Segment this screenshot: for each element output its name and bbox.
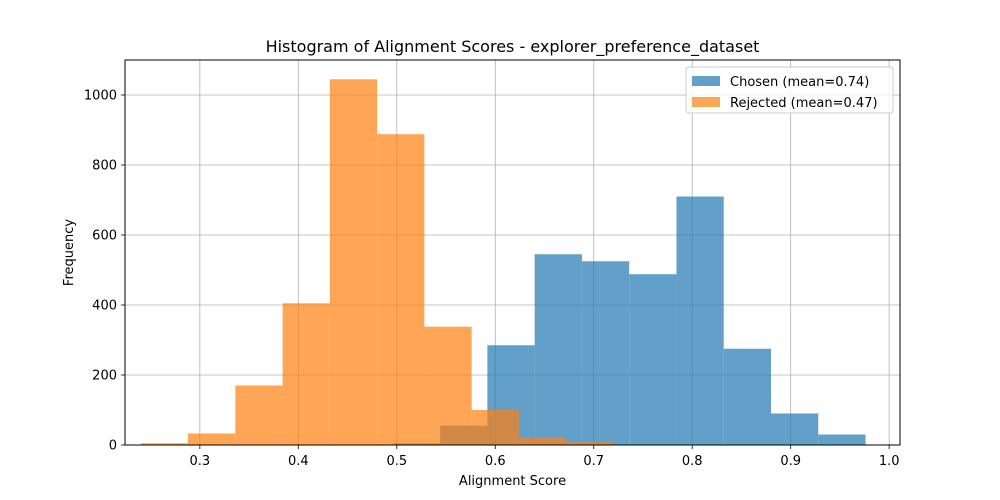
legend-box [685, 66, 894, 114]
y-tick-label: 600 [92, 229, 117, 244]
y-tick-label: 0 [109, 439, 117, 454]
x-tick-label: 0.8 [682, 454, 703, 469]
histogram-bar [282, 303, 330, 445]
x-tick-label: 0.6 [485, 454, 506, 469]
legend: Chosen (mean=0.74) Rejected (mean=0.47) [685, 66, 894, 114]
histogram-bar [329, 79, 378, 445]
legend-swatch [692, 76, 720, 86]
x-axis-label: Alignment Score [459, 474, 566, 489]
histogram-bar [471, 410, 519, 445]
histogram-bar [676, 196, 724, 445]
histogram-bar [518, 437, 567, 445]
histogram-bar [140, 443, 189, 445]
legend-label: Rejected (mean=0.47) [730, 96, 878, 111]
series-chosen [392, 196, 866, 445]
histogram-bar [377, 134, 425, 445]
y-tick-label: 200 [92, 369, 117, 384]
x-tick-label: 0.7 [583, 454, 604, 469]
histogram-bar [188, 433, 236, 445]
chart-title: Histogram of Alignment Scores - explorer… [266, 37, 760, 57]
x-tick-label: 0.4 [288, 454, 309, 469]
histogram-bar [424, 326, 472, 445]
histogram-bar [770, 413, 819, 445]
histogram-bar [818, 434, 866, 445]
series-rejected [140, 79, 614, 445]
x-tick-label: 1.0 [879, 454, 900, 469]
histogram-bar [534, 254, 582, 445]
legend-swatch [692, 97, 720, 107]
legend-label: Chosen (mean=0.74) [730, 75, 869, 90]
histogram-bar [723, 348, 771, 445]
y-tick-label: 400 [92, 299, 117, 314]
histogram-bar [566, 442, 614, 445]
histogram-bar [235, 385, 283, 445]
histogram-bar [581, 261, 630, 445]
plot-frame [124, 59, 901, 446]
histogram-bars [140, 79, 866, 445]
y-tick-label: 800 [92, 159, 117, 174]
y-tick-label: 1000 [84, 89, 117, 104]
axis-ticks: 0.3 0.4 0.5 0.6 0.7 0.8 0.9 1.0 0 200 400 600 800 100… [84, 89, 900, 470]
x-tick-label: 0.5 [386, 454, 407, 469]
y-axis-label: Frequency [62, 219, 77, 286]
x-tick-label: 0.3 [189, 454, 210, 469]
x-tick-label: 0.9 [780, 454, 801, 469]
histogram-bar [629, 274, 677, 445]
